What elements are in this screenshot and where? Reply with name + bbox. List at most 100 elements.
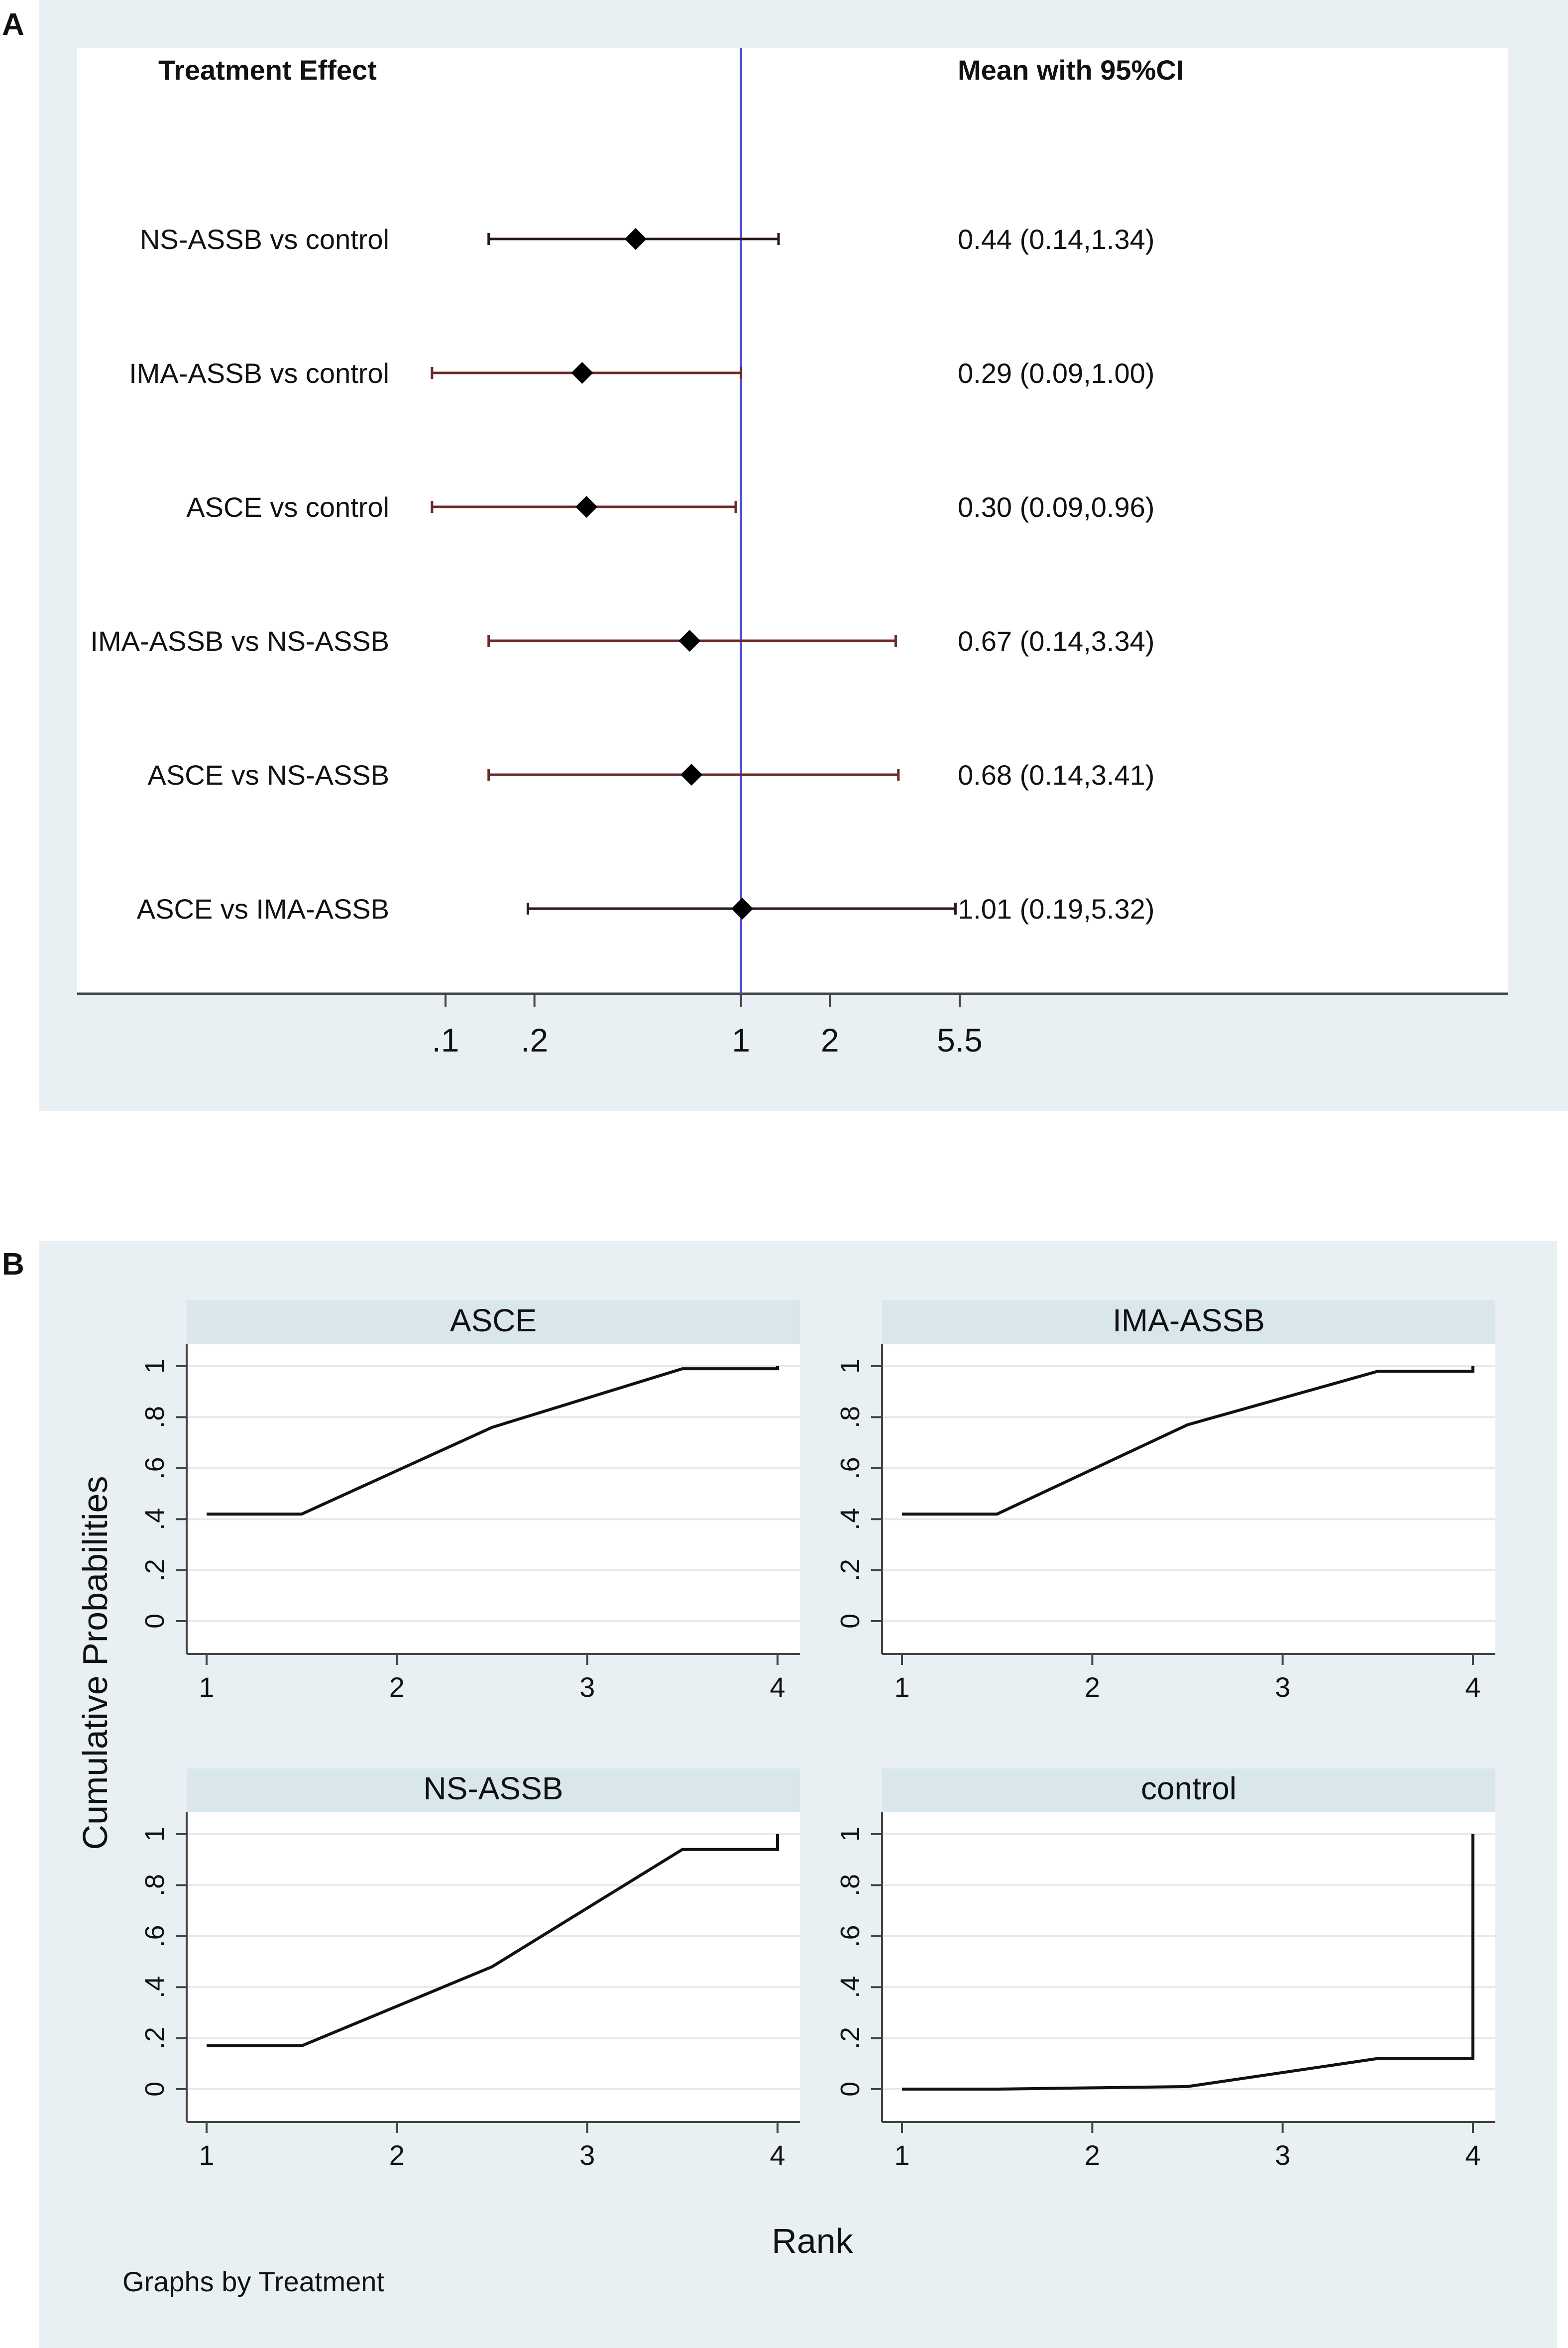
x-tick-label: 2 [389,1671,405,1703]
y-tick-label: .2 [140,1559,170,1581]
facet-plot-area [187,1344,800,1654]
series-line [902,1834,1474,2091]
forest-row: NS-ASSB vs control 0.44 (0.14,1.34) [140,224,1154,255]
y-tick-label: 0 [835,2082,865,2097]
y-tick-label: .8 [140,1406,170,1428]
series-line [207,1834,779,2047]
y-axis-title: Cumulative Probabilities [76,1476,114,1850]
forest-row-estimate: 0.44 (0.14,1.34) [958,224,1154,255]
y-tick-label: 1 [835,1359,865,1374]
forest-rows: NS-ASSB vs control 0.44 (0.14,1.34) IMA-AS… [90,224,1154,925]
forest-row-estimate: 0.30 (0.09,0.96) [958,491,1154,523]
series-line [902,1366,1474,1516]
y-tick-label: .4 [140,1976,170,1998]
forest-row: IMA-ASSB vs NS-ASSB 0.67 (0.14,3.34) [90,625,1154,657]
forest-x-tick-label: 1 [732,1022,750,1058]
forest-x-tick-label: 2 [821,1022,839,1058]
y-tick-label: .6 [140,1457,170,1479]
mean-diamond [571,362,593,384]
y-tick-label: 1 [835,1827,865,1842]
y-tick-label: .6 [835,1925,865,1947]
x-tick-label: 2 [1085,2139,1100,2171]
x-tick-label: 1 [894,2139,909,2171]
panel-b-cumulative-ranking: B Cumulative Probabilities Rank Graphs b… [2,1241,1557,2348]
forest-row-label: IMA-ASSB vs NS-ASSB [90,625,389,657]
forest-row-estimate: 0.68 (0.14,3.41) [958,759,1154,791]
forest-row: ASCE vs IMA-ASSB 1.01 (0.19,5.32) [137,893,1155,925]
y-tick-label: 0 [140,1614,170,1629]
y-tick-label: .2 [835,1559,865,1581]
x-tick-label: 2 [1085,1671,1100,1703]
facet-plot-area [882,1812,1495,2122]
facet-strip [187,1300,800,1344]
x-tick-label: 4 [1465,2139,1480,2171]
y-tick-label: .8 [140,1874,170,1896]
forest-x-tick-label: .2 [521,1022,548,1058]
facet-ns-assb: NS-ASSB 0 .2 .4 .6 .8 1 1 2 3 4 [140,1768,800,2171]
facet-title: control [1141,1770,1236,1806]
x-tick-label: 4 [1465,1671,1480,1703]
y-tick-label: .4 [835,1976,865,1998]
facet-strip [882,1768,1495,1812]
x-tick-label: 1 [199,1671,214,1703]
series-line [207,1366,779,1516]
y-tick-label: .4 [140,1508,170,1530]
forest-row: IMA-ASSB vs control 0.29 (0.09,1.00) [129,357,1154,389]
x-tick-label: 4 [770,1671,785,1703]
forest-header-left: Treatment Effect [158,54,377,86]
forest-row-estimate: 0.67 (0.14,3.34) [958,625,1154,657]
x-tick-label: 3 [579,1671,595,1703]
forest-row-label: IMA-ASSB vs control [129,357,389,389]
mean-diamond [680,764,703,786]
facet-control: control 0 .2 .4 .6 .8 1 1 2 3 4 [835,1768,1495,2171]
forest-x-tick-label: 5.5 [937,1022,983,1058]
facet-plot-area [882,1344,1495,1654]
facet-panels: ASCE 0 .2 .4 .6 .8 1 1 2 3 4 IMA-ASSB 0 .2 .4 .6 .8 1 1 2 3 4… [140,1300,1495,2171]
x-tick-label: 4 [770,2139,785,2171]
y-tick-label: .6 [140,1925,170,1947]
forest-x-tick-label: .1 [432,1022,459,1058]
mean-diamond [575,496,598,518]
forest-row-estimate: 1.01 (0.19,5.32) [958,893,1154,925]
x-tick-label: 3 [579,2139,595,2171]
forest-row-label: NS-ASSB vs control [140,224,389,255]
y-tick-label: 1 [140,1827,170,1842]
panel-a-forest-plot: A Treatment Effect Mean with 95%CI .1 .2 1… [2,0,1568,1111]
x-tick-label: 3 [1275,1671,1290,1703]
y-tick-label: .2 [835,2027,865,2049]
facet-asce: ASCE 0 .2 .4 .6 .8 1 1 2 3 4 [140,1300,800,1703]
forest-row-label: ASCE vs control [186,491,389,523]
x-tick-label: 3 [1275,2139,1290,2171]
x-tick-label: 2 [389,2139,405,2171]
x-axis-title: Rank [772,2222,853,2260]
facet-strip [882,1300,1495,1344]
y-tick-label: 0 [835,1614,865,1629]
y-tick-label: .8 [835,1406,865,1428]
facet-title: NS-ASSB [424,1770,563,1806]
forest-header-right: Mean with 95%CI [958,54,1184,86]
mean-diamond [731,898,754,920]
forest-row-estimate: 0.29 (0.09,1.00) [958,357,1154,389]
forest-row-label: ASCE vs NS-ASSB [148,759,389,791]
facet-ima-assb: IMA-ASSB 0 .2 .4 .6 .8 1 1 2 3 4 [835,1300,1495,1703]
panel-a-plot-area [77,48,1508,994]
y-tick-label: .2 [140,2027,170,2049]
y-tick-label: 0 [140,2082,170,2097]
forest-row: ASCE vs NS-ASSB 0.68 (0.14,3.41) [148,759,1155,791]
facet-title: ASCE [450,1302,537,1338]
x-tick-label: 1 [199,2139,214,2171]
forest-row-label: ASCE vs IMA-ASSB [137,893,389,925]
forest-row: ASCE vs control 0.30 (0.09,0.96) [186,491,1154,523]
graphs-by-note: Graphs by Treatment [122,2266,384,2297]
forest-x-ticks: .1 .2 1 2 5.5 [432,994,983,1058]
facet-title: IMA-ASSB [1113,1302,1265,1338]
y-tick-label: .8 [835,1874,865,1896]
facet-strip [187,1768,800,1812]
panel-b-label: B [2,1247,24,1282]
y-tick-label: 1 [140,1359,170,1374]
mean-diamond [678,630,701,652]
panel-a-label: A [2,7,24,42]
mean-diamond [624,228,647,250]
y-tick-label: .6 [835,1457,865,1479]
